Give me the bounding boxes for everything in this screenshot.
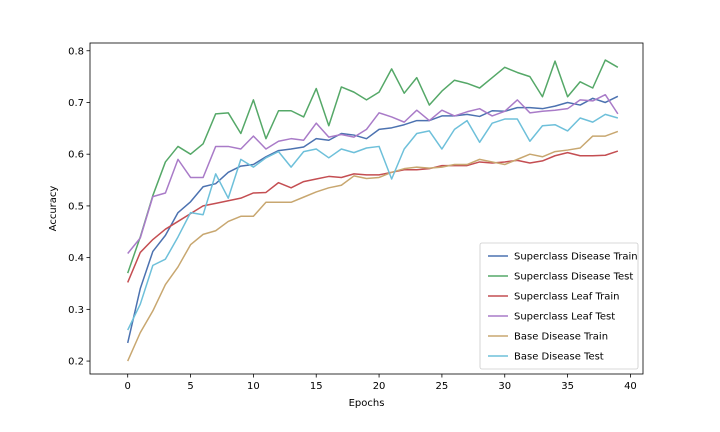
- series-line-3: [127, 93, 619, 254]
- legend-label: Superclass Leaf Train: [514, 292, 619, 303]
- x-tick-label: 10: [247, 381, 260, 392]
- series-line-5: [127, 113, 619, 331]
- x-axis-label: Epochs: [349, 398, 385, 409]
- series-line-4: [127, 130, 619, 362]
- legend-box: [479, 242, 639, 370]
- legend-item-4: Base Disease Train: [488, 332, 608, 343]
- legend-item-0: Superclass Disease Train: [488, 252, 638, 263]
- y-tick-label: 0.4: [68, 253, 84, 264]
- series-line-2: [127, 150, 619, 283]
- legend-items: Superclass Disease Train Superclass Disea…: [488, 252, 638, 363]
- legend-item-3: Superclass Leaf Test: [488, 312, 615, 323]
- legend: Superclass Disease Train Superclass Disea…: [479, 242, 639, 370]
- y-tick-label: 0.8: [68, 46, 84, 57]
- series-layer: [126, 59, 619, 362]
- legend-item-1: Superclass Disease Test: [488, 272, 633, 283]
- x-tick-label: 15: [310, 381, 323, 392]
- legend-item-5: Base Disease Test: [488, 352, 604, 363]
- x-tick-label: 30: [498, 381, 511, 392]
- y-tick-label: 0.3: [68, 305, 84, 316]
- series-line-1: [126, 59, 619, 274]
- x-tick-label: 25: [436, 381, 449, 392]
- legend-label: Superclass Leaf Test: [514, 312, 615, 323]
- x-axis-ticks: 0 5 10 15 20 25 30 35 40: [125, 374, 637, 392]
- plot-frame: [89, 42, 644, 375]
- y-tick-label: 0.6: [68, 150, 84, 161]
- y-tick-label: 0.7: [68, 98, 84, 109]
- x-tick-label: 35: [561, 381, 574, 392]
- y-axis-label: Accuracy: [48, 186, 59, 232]
- legend-label: Superclass Disease Train: [514, 252, 638, 263]
- x-tick-label: 40: [624, 381, 637, 392]
- legend-label: Base Disease Train: [514, 332, 608, 343]
- series-line-0: [126, 95, 619, 344]
- x-tick-label: 5: [187, 381, 193, 392]
- y-axis-ticks: 0.2 0.3 0.4 0.5 0.6 0.7 0.8: [68, 46, 90, 368]
- y-tick-label: 0.5: [68, 201, 84, 212]
- x-tick-label: 20: [373, 381, 386, 392]
- x-tick-label: 0: [125, 381, 131, 392]
- legend-item-2: Superclass Leaf Train: [488, 292, 619, 303]
- legend-label: Base Disease Test: [514, 352, 604, 363]
- legend-label: Superclass Disease Test: [514, 272, 633, 283]
- y-tick-label: 0.2: [68, 357, 84, 368]
